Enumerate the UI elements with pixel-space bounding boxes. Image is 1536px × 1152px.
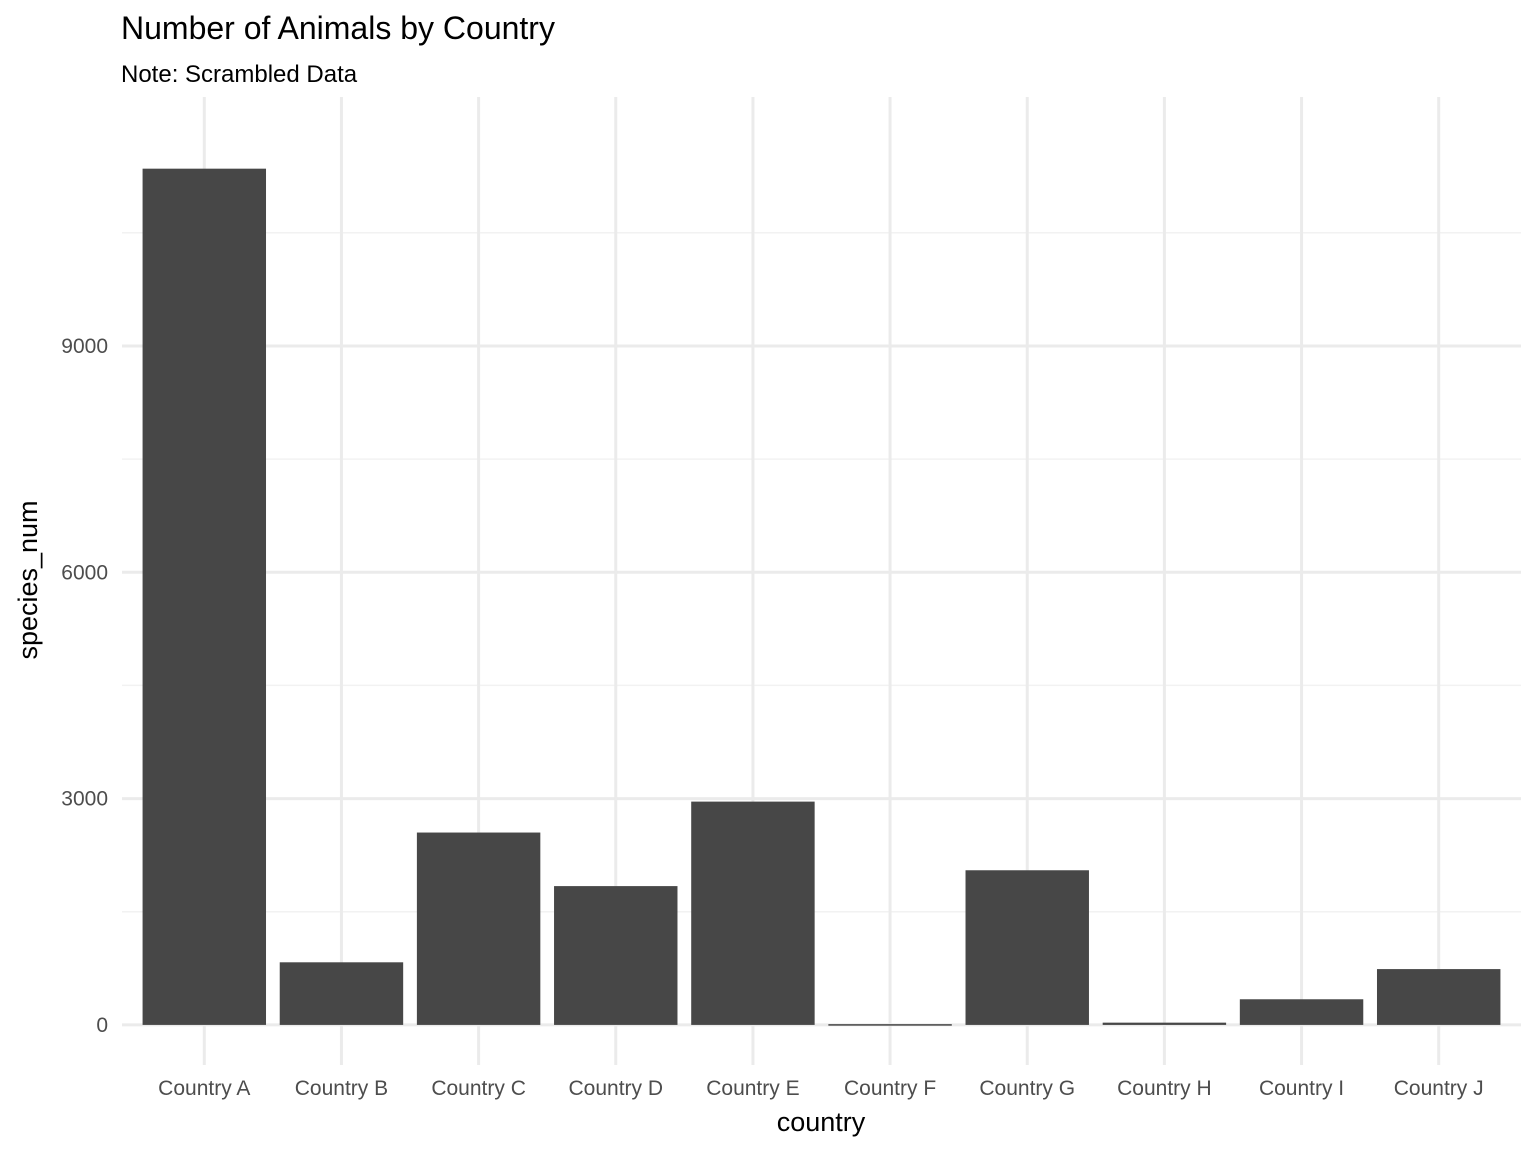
y-tick-label: 6000: [61, 561, 108, 584]
x-axis-title: country: [777, 1107, 866, 1137]
chart-title: Number of Animals by Country: [121, 10, 555, 46]
y-tick-label: 9000: [61, 335, 108, 358]
chart-subtitle: Note: Scrambled Data: [121, 61, 358, 88]
bar-country-h: [1102, 1022, 1227, 1025]
x-tick-label: Country C: [431, 1077, 526, 1100]
grid: [122, 97, 1521, 1065]
x-tick-label: Country E: [706, 1077, 799, 1100]
x-tick-label: Country J: [1394, 1077, 1484, 1100]
bar-country-f: [828, 1024, 952, 1026]
y-axis-title: species_num: [13, 500, 43, 659]
bar-country-j: [1376, 969, 1501, 1025]
x-tick-label: Country I: [1259, 1077, 1344, 1100]
bar-country-e: [691, 801, 815, 1025]
bar-country-g: [965, 870, 1089, 1025]
bar-country-i: [1239, 999, 1364, 1025]
y-tick-label: 0: [96, 1014, 108, 1037]
x-tick-label: Country G: [979, 1077, 1075, 1100]
bar-country-a: [142, 168, 267, 1025]
y-axis-ticks: 0 3000 6000 9000: [61, 335, 108, 1037]
x-tick-label: Country B: [295, 1077, 388, 1100]
x-tick-label: Country F: [844, 1077, 936, 1100]
bars: [142, 168, 1501, 1026]
x-tick-label: Country A: [158, 1077, 250, 1100]
y-tick-label: 3000: [61, 788, 108, 811]
bar-country-b: [279, 962, 404, 1025]
x-axis-ticks: Country A Country B Country C Country D Coun…: [158, 1077, 1483, 1100]
x-tick-label: Country D: [568, 1077, 663, 1100]
bar-country-d: [554, 886, 678, 1025]
bar-country-c: [416, 832, 541, 1025]
x-tick-label: Country H: [1117, 1077, 1212, 1100]
